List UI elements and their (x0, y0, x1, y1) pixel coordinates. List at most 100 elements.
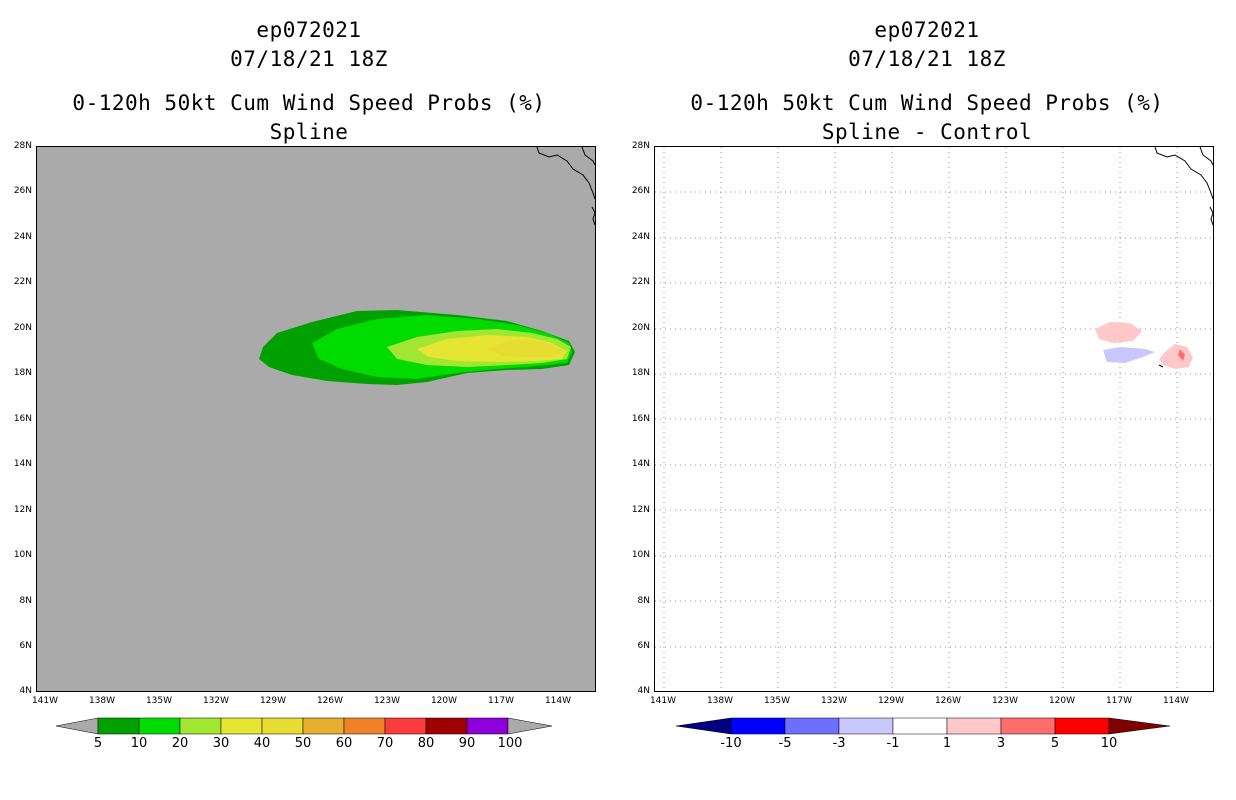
lon-label: 138W (706, 696, 734, 706)
colorbar-swatch (384, 717, 427, 735)
coastline (1154, 147, 1213, 226)
positive-diff-1 (1095, 322, 1142, 343)
lon-label: 132W (820, 696, 848, 706)
storm-id: ep072021 (874, 18, 980, 42)
colorbar-swatch (302, 717, 345, 735)
colorbar-swatch (1000, 717, 1056, 735)
lat-label: 12N (13, 505, 32, 515)
colorbar-label: 100 (497, 736, 523, 751)
colorbar-label: -3 (832, 736, 846, 751)
lat-label: 18N (631, 368, 650, 378)
colorbar-left (56, 717, 553, 735)
lon-label: 114W (544, 696, 572, 706)
colorbar-label: 20 (171, 736, 189, 751)
colorbar-swatch (466, 717, 509, 735)
gridlines (655, 147, 1213, 691)
plot-subtitle: Spline (269, 120, 349, 144)
lon-label: 138W (88, 696, 116, 706)
datetime: 07/18/21 18Z (848, 47, 1006, 71)
colorbar-label: -10 (720, 736, 742, 751)
lon-label: 141W (649, 696, 677, 706)
colorbar-swatch (946, 717, 1002, 735)
colorbar-label: 40 (253, 736, 271, 751)
coastline (536, 147, 595, 226)
datetime: 07/18/21 18Z (230, 47, 388, 71)
lat-label: 8N (19, 596, 32, 606)
colorbar-swatch (892, 717, 948, 735)
colorbar-high-arrow (1108, 717, 1171, 735)
difference-map-svg (655, 147, 1213, 691)
lat-label: 14N (13, 459, 32, 469)
colorbar-label: 5 (1050, 736, 1060, 751)
colorbar-high-arrow (507, 717, 553, 735)
colorbar-swatch (784, 717, 840, 735)
negative-diff-1 (1103, 347, 1155, 363)
probability-map-svg (259, 147, 595, 385)
plot-title: 0-120h 50kt Cum Wind Speed Probs (%) (72, 91, 546, 115)
positive-diff-2 (1159, 344, 1193, 369)
lat-label: 20N (631, 323, 650, 333)
colorbar-label: 80 (417, 736, 435, 751)
colorbar-label: 5 (93, 736, 103, 751)
lon-label: 117W (1105, 696, 1133, 706)
colorbar-swatch (730, 717, 786, 735)
colorbar-swatch (261, 717, 304, 735)
lat-label: 16N (631, 414, 650, 424)
colorbar-swatch (1054, 717, 1110, 735)
lat-label: 22N (631, 277, 650, 287)
colorbar-label: 10 (1100, 736, 1118, 751)
lon-label: 114W (1162, 696, 1190, 706)
colorbar-label: 10 (130, 736, 148, 751)
lat-label: 14N (631, 459, 650, 469)
lon-label: 123W (373, 696, 401, 706)
lat-label: 10N (13, 550, 32, 560)
lat-label: 26N (13, 186, 32, 196)
colorbar-label: 90 (458, 736, 476, 751)
colorbar-swatch (343, 717, 386, 735)
lat-label: 8N (637, 596, 650, 606)
lat-label: 28N (631, 141, 650, 151)
lon-label: 129W (877, 696, 905, 706)
lat-label: 28N (13, 141, 32, 151)
probability-map (36, 146, 596, 692)
lon-label: 135W (763, 696, 791, 706)
lat-label: 6N (637, 641, 650, 651)
colorbar-swatch (220, 717, 263, 735)
lon-label: 141W (31, 696, 59, 706)
colorbar-label: -5 (778, 736, 792, 751)
colorbar-low-arrow (56, 717, 99, 735)
colorbar-swatch (138, 717, 181, 735)
lon-label: 126W (934, 696, 962, 706)
lat-label: 16N (13, 414, 32, 424)
lon-label: 120W (1048, 696, 1076, 706)
colorbar-label: 30 (212, 736, 230, 751)
lat-label: 26N (631, 186, 650, 196)
lon-label: 120W (430, 696, 458, 706)
lon-label: 129W (259, 696, 287, 706)
lon-label: 117W (487, 696, 515, 706)
colorbar-label: 60 (335, 736, 353, 751)
difference-map (654, 146, 1214, 692)
colorbar-swatch (425, 717, 468, 735)
lat-label: 10N (631, 550, 650, 560)
lat-label: 24N (13, 232, 32, 242)
lat-label: 4N (637, 686, 650, 696)
plot-subtitle: Spline - Control (821, 120, 1033, 144)
colorbar-label: 70 (376, 736, 394, 751)
colorbar-right (675, 717, 1171, 735)
storm-id: ep072021 (256, 18, 362, 42)
positive-diff-3 (1178, 349, 1185, 361)
lat-label: 18N (13, 368, 32, 378)
colorbar-swatch (838, 717, 894, 735)
lon-label: 135W (145, 696, 173, 706)
colorbar-label: 1 (942, 736, 952, 751)
plot-title: 0-120h 50kt Cum Wind Speed Probs (%) (690, 91, 1164, 115)
lat-label: 24N (631, 232, 650, 242)
lat-label: 22N (13, 277, 32, 287)
small-contour (1158, 364, 1164, 368)
spline-panel: ep072021 07/18/21 18Z 0-120h 50kt Cum Wi… (13, 18, 596, 751)
colorbar-low-arrow (675, 717, 732, 735)
lon-label: 126W (316, 696, 344, 706)
prob-contour-40 (487, 339, 564, 357)
lat-label: 4N (19, 686, 32, 696)
